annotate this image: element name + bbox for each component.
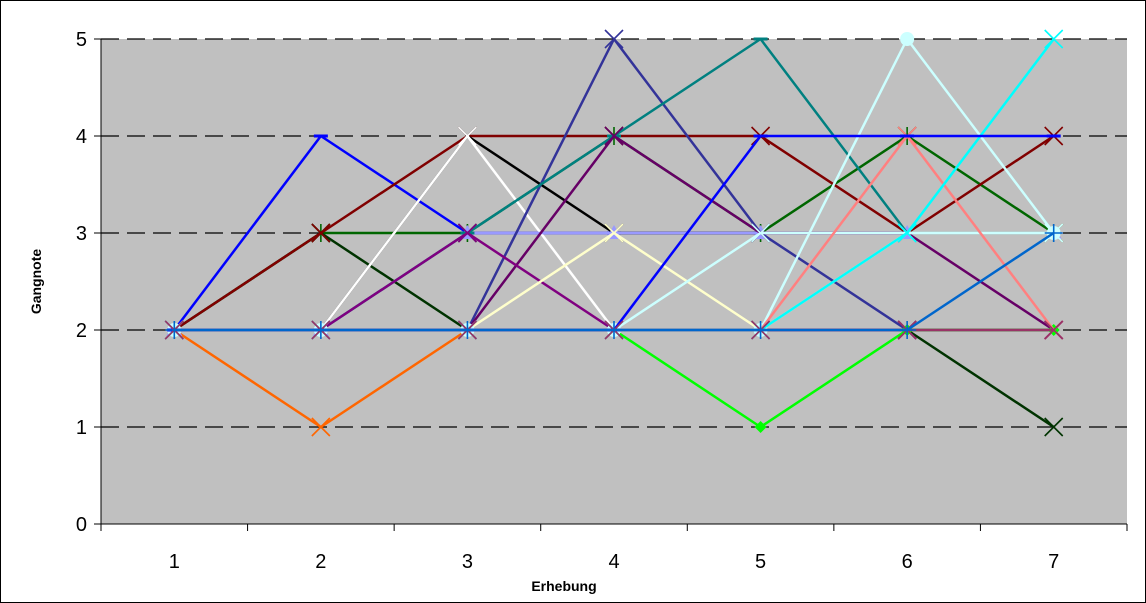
series-21-point-1	[165, 321, 184, 339]
plot-area	[101, 39, 1127, 524]
x-axis-title: Erhebung	[531, 578, 596, 594]
series-7-point-3	[457, 126, 477, 146]
y-tick-label-0: 0	[76, 514, 87, 536]
series-18-point-6	[897, 223, 917, 243]
x-tick-label-7: 7	[1048, 551, 1059, 573]
x-tick-label-6: 6	[902, 551, 913, 573]
series-21-point-6	[898, 321, 917, 339]
y-tick-label-1: 1	[76, 417, 87, 439]
y-tick-label-4: 4	[76, 126, 87, 148]
y-tick-label-3: 3	[76, 223, 87, 245]
series-20-point-7	[1044, 320, 1064, 340]
series-4-point-7	[1044, 417, 1064, 437]
series-13-point-4	[604, 223, 624, 243]
y-tick-label-5: 5	[76, 29, 87, 51]
series-21-point-3	[458, 321, 477, 339]
x-tick-label-1: 1	[169, 551, 180, 573]
series-16-point-6	[900, 32, 915, 46]
x-tick-label-2: 2	[315, 551, 326, 573]
series-21-point-5	[751, 321, 770, 339]
y-axis-title: Gangnote	[28, 249, 44, 315]
x-tick-label-4: 4	[608, 551, 619, 573]
series-5-point-2	[311, 223, 331, 243]
series-12-point-3	[457, 223, 477, 243]
x-tick-label-5: 5	[755, 551, 766, 573]
series-group	[164, 29, 1064, 437]
series-14-point-5	[754, 421, 767, 433]
series-21-point-7	[1044, 224, 1063, 242]
series-21-point-2	[311, 321, 330, 339]
series-18-point-7	[1044, 29, 1064, 49]
series-1-point-2	[311, 417, 331, 437]
axes	[94, 38, 1128, 531]
series-15-point-5	[751, 223, 771, 243]
series-21-point-4	[605, 321, 623, 339]
y-tick-label-2: 2	[76, 320, 87, 342]
tick-labels: 0 1 2 3 4 5 1 2 3 4 5 6 7	[76, 29, 1059, 573]
x-tick-label-3: 3	[462, 551, 473, 573]
series-11-point-4	[604, 126, 624, 146]
series-9-point-4	[604, 29, 624, 49]
